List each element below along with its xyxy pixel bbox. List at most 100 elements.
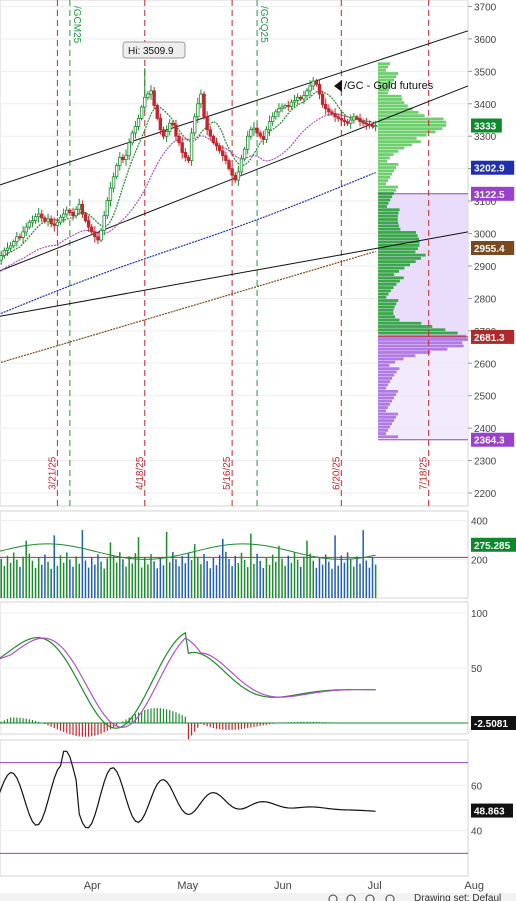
candle-body [121, 156, 125, 160]
candle-body [93, 231, 97, 238]
volume-profile-bar [378, 149, 399, 153]
footer-toolbar[interactable]: Drawing set: Defaul [0, 893, 516, 901]
zoom-in-icon[interactable] [328, 894, 338, 901]
rsi-tick-label: 40 [471, 827, 483, 838]
volume-profile [378, 62, 468, 441]
price-tag-box [471, 160, 515, 175]
candle-body [8, 245, 13, 249]
trendline [0, 231, 469, 317]
volume-profile-bar [378, 386, 387, 390]
price-axis: 2200230024002500260027002800290030003100… [468, 2, 515, 500]
price-panel[interactable]: /GCM25/GCQ25 3/21/25 4/18/25 5/16/25 6/20/25… [0, 0, 515, 507]
candle-body [52, 223, 56, 226]
candle-body [277, 108, 281, 113]
candle-body [239, 158, 244, 173]
candle-body [183, 152, 188, 158]
volume-profile-bar [378, 370, 397, 374]
price-tick-label: 2200 [474, 489, 497, 500]
candle-body [352, 116, 356, 121]
volume-profile-bar [378, 266, 405, 270]
rsi-tag-label: 48.863 [474, 807, 505, 818]
candles [0, 68, 378, 265]
stochastic-tick-label: 50 [471, 664, 483, 675]
pan-icon[interactable] [365, 894, 375, 901]
volume-profile-bar [378, 328, 446, 332]
candle-body [202, 93, 206, 118]
volume-profile-bar [378, 201, 389, 205]
volume-profile-bar [378, 354, 416, 358]
expiration-label: 7/18/25 [419, 456, 430, 490]
high-callout-text: Hi: 3509.9 [128, 46, 174, 57]
candle-body [36, 213, 41, 218]
candle-body [252, 127, 256, 131]
volume-profile-bar [378, 341, 463, 345]
volume-profile-bar [378, 162, 399, 166]
volume-profile-bar [378, 231, 417, 234]
candle-body [80, 203, 85, 215]
volume-profile-bar [378, 321, 422, 325]
candle-body [139, 106, 144, 119]
candle-body [339, 117, 344, 121]
candle-body [164, 130, 169, 137]
volume-panel[interactable]: 200 400 275.285 [0, 510, 516, 599]
volume-profile-bar [378, 214, 398, 218]
price-tag-box [471, 241, 515, 256]
candle-body [189, 132, 194, 161]
candle-body [114, 165, 119, 178]
volume-profile-bar [378, 136, 417, 140]
volume-profile-bar [378, 315, 396, 319]
volume-profile-bar [378, 78, 395, 82]
callouts: Hi: 3509.9 /GC - Gold futures [122, 41, 434, 92]
candle-body [373, 125, 378, 127]
rsi-panel[interactable]: 40 60 48.863 [0, 739, 513, 877]
month-label: May [177, 880, 198, 892]
volume-profile-bar [378, 81, 393, 85]
volume-profile-bar [378, 94, 402, 98]
zoom-out-icon[interactable] [346, 894, 356, 901]
volume-profile-bar [378, 299, 399, 302]
candle-body [261, 135, 266, 140]
price-tick-label: 3100 [474, 197, 497, 208]
candle-body [299, 96, 303, 100]
volume-profile-bar [378, 367, 400, 371]
candle-body [155, 105, 159, 119]
volume-profile-bar [378, 295, 387, 299]
candle-body [324, 104, 328, 110]
volume-tick-label: 400 [471, 517, 488, 528]
volume-profile-bar [378, 347, 448, 351]
volume-profile-bar [378, 182, 387, 186]
candle-body [217, 145, 222, 152]
candle-body [90, 226, 94, 233]
candle-body [146, 93, 150, 98]
stochastic-panel[interactable]: 50 100 -2.5081 [0, 601, 516, 740]
volume-profile-bar [378, 107, 413, 111]
volume-profile-bar [378, 140, 421, 144]
drawing-set-label[interactable]: Drawing set: Defaul [414, 893, 501, 901]
volume-profile-bar [378, 351, 431, 354]
candle-body [96, 236, 100, 241]
candle-body [43, 217, 47, 222]
candle-body [27, 221, 32, 228]
candle-body [249, 129, 253, 137]
event-lines: /GCM25/GCQ25 3/21/25 4/18/25 5/16/25 6/20/25… [47, 0, 430, 506]
month-label: Aug [464, 880, 484, 892]
volume-profile-bar [378, 227, 401, 231]
price-tick-label: 3300 [474, 132, 497, 143]
cursor-icon[interactable] [385, 894, 395, 901]
volume-profile-bar [378, 364, 390, 367]
candle-body [289, 101, 294, 107]
volume-profile-bar [378, 412, 398, 416]
candle-body [236, 171, 241, 181]
volume-profile-bar [378, 211, 399, 215]
volume-profile-bar [378, 308, 394, 312]
volume-axis: 200 400 275.285 [471, 517, 516, 566]
month-label: Jun [274, 880, 292, 892]
candle-body [102, 215, 106, 231]
volume-profile-bar [378, 253, 426, 257]
candle-body [33, 216, 38, 221]
volume-profile-bar [378, 250, 416, 254]
volume-profile-bar [378, 377, 393, 380]
candle-body [118, 156, 122, 166]
candle-body [74, 208, 78, 217]
